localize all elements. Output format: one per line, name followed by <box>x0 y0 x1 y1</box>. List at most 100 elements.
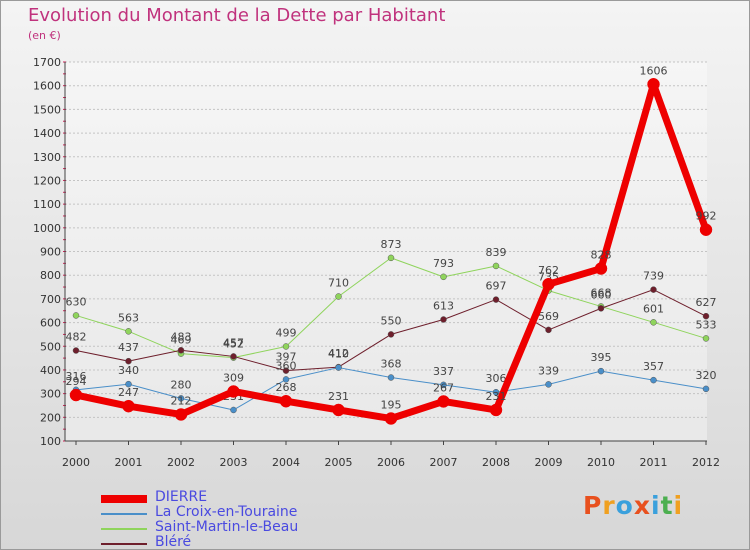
data-point <box>279 394 293 408</box>
legend-label: La Croix-en-Touraine <box>155 504 298 520</box>
data-label: 268 <box>276 381 297 394</box>
data-label: 739 <box>643 270 664 283</box>
data-label: 1606 <box>640 64 668 77</box>
y-tick-label: 1000 <box>33 222 61 235</box>
data-label: 569 <box>538 310 559 323</box>
y-tick-label: 1100 <box>33 198 61 211</box>
data-point <box>597 305 605 312</box>
data-label: 483 <box>171 330 192 343</box>
y-tick-label: 1500 <box>33 103 61 116</box>
data-label: 437 <box>118 341 139 354</box>
data-point <box>440 316 447 323</box>
data-point <box>650 376 657 384</box>
y-tick-label: 700 <box>40 293 61 306</box>
x-tick-label: 2001 <box>115 456 143 469</box>
data-label: 397 <box>276 351 297 364</box>
data-label: 482 <box>66 331 87 344</box>
data-label: 395 <box>591 351 612 364</box>
x-tick-label: 2000 <box>62 456 90 469</box>
data-point <box>174 408 188 421</box>
logo-letter: x <box>633 491 651 520</box>
data-point <box>177 395 185 402</box>
data-label: 306 <box>486 372 507 385</box>
data-label: 762 <box>538 264 559 277</box>
data-label: 499 <box>276 326 297 339</box>
data-point <box>647 78 660 91</box>
y-tick-label: 1600 <box>33 80 61 93</box>
legend-swatch <box>101 528 147 530</box>
data-point <box>702 335 710 342</box>
y-tick-label: 400 <box>40 364 61 377</box>
y-tick-label: 1400 <box>33 127 61 140</box>
data-label: 697 <box>486 280 507 293</box>
data-label: 613 <box>433 299 454 312</box>
data-point <box>699 223 713 236</box>
logo-letter: t <box>660 491 674 520</box>
data-label: 457 <box>223 336 244 349</box>
x-tick-label: 2011 <box>640 456 668 469</box>
data-point <box>332 403 345 417</box>
data-label: 280 <box>171 378 192 391</box>
logo-letter: i <box>651 491 661 520</box>
data-label: 533 <box>696 318 717 331</box>
x-tick-label: 2012 <box>692 456 720 469</box>
data-label: 828 <box>591 249 612 262</box>
data-point <box>72 347 80 354</box>
data-label: 231 <box>486 390 507 403</box>
data-label: 316 <box>66 370 87 383</box>
data-label: 340 <box>118 364 139 377</box>
data-point <box>489 403 503 417</box>
data-point <box>72 312 80 319</box>
data-label: 309 <box>223 371 244 384</box>
data-label: 601 <box>643 302 664 315</box>
data-label: 247 <box>118 386 139 399</box>
x-tick-label: 2004 <box>272 456 300 469</box>
data-label: 410 <box>328 348 349 361</box>
data-point <box>650 286 657 293</box>
data-point <box>335 364 342 371</box>
y-tick-label: 200 <box>40 411 61 424</box>
y-tick-label: 800 <box>40 269 61 282</box>
proxiti-logo: Proxiti <box>583 491 683 520</box>
logo-letter: i <box>673 491 684 520</box>
x-tick-label: 2007 <box>430 456 458 469</box>
data-point <box>437 395 450 408</box>
data-label: 873 <box>381 238 402 251</box>
data-point <box>440 381 447 389</box>
data-label: 627 <box>696 296 717 309</box>
data-point <box>387 374 395 381</box>
y-tick-label: 500 <box>40 340 61 353</box>
data-point <box>542 277 555 291</box>
data-label: 368 <box>381 358 402 371</box>
legend-swatch <box>101 495 147 503</box>
legend-label: Saint-Martin-le-Beau <box>155 519 299 535</box>
data-label: 360 <box>276 359 297 372</box>
data-label: 452 <box>223 338 244 351</box>
data-label: 550 <box>381 314 402 327</box>
x-tick-label: 2006 <box>377 456 405 469</box>
data-point <box>282 376 290 383</box>
data-label: 337 <box>433 365 454 378</box>
y-tick-label: 300 <box>40 388 61 401</box>
data-point <box>545 381 552 388</box>
logo-letter: o <box>615 491 634 520</box>
data-label: 793 <box>433 257 454 270</box>
x-tick-label: 2008 <box>482 456 510 469</box>
data-point <box>597 367 605 375</box>
y-tick-label: 1300 <box>33 151 61 164</box>
legend-swatch <box>101 513 147 515</box>
data-point <box>387 331 395 338</box>
data-label: 195 <box>381 398 402 411</box>
data-label: 412 <box>328 347 349 360</box>
data-point <box>335 293 342 300</box>
data-point <box>545 326 552 334</box>
data-point <box>282 343 290 350</box>
legend-label: Bléré <box>155 534 192 550</box>
data-label: 320 <box>696 369 717 382</box>
x-tick-label: 2009 <box>535 456 563 469</box>
y-tick-label: 1700 <box>33 56 61 69</box>
data-label: 710 <box>328 277 349 290</box>
x-tick-label: 2010 <box>587 456 615 469</box>
data-point <box>122 399 135 413</box>
